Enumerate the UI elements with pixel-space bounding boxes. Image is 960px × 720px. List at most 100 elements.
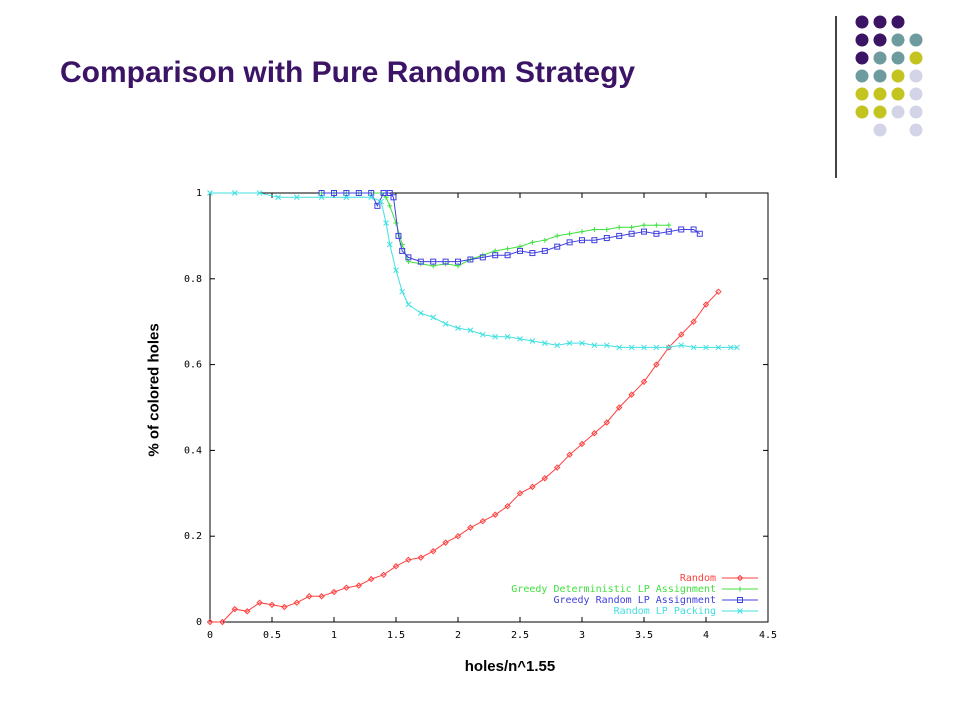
data-point [383, 220, 389, 226]
data-point [541, 247, 548, 254]
data-point [715, 344, 722, 351]
data-point [578, 440, 586, 448]
decor-dot [891, 69, 905, 83]
data-point [629, 224, 635, 230]
data-point [696, 230, 703, 237]
decor-dot [909, 87, 923, 101]
data-point [281, 603, 288, 611]
decor-dot [873, 33, 887, 47]
data-point [678, 226, 685, 233]
data-point [455, 325, 461, 331]
data-point [343, 194, 350, 201]
decor-dot [855, 87, 869, 101]
data-point [355, 190, 362, 196]
data-point [641, 222, 647, 228]
data-point [492, 333, 499, 340]
data-point [616, 224, 622, 230]
decor-dot [855, 51, 869, 65]
data-point [454, 532, 462, 540]
data-point [395, 232, 402, 239]
data-point [505, 246, 511, 252]
y-tick-label: 1 [196, 188, 202, 199]
data-point [243, 608, 251, 615]
data-point [703, 344, 709, 351]
data-point [628, 230, 635, 237]
decor-dot [873, 123, 887, 137]
data-point [207, 190, 213, 196]
data-point [677, 331, 685, 338]
data-point [355, 582, 363, 589]
plot-frame [209, 192, 769, 623]
x-tick-label: 2.5 [511, 630, 529, 641]
data-point [430, 314, 437, 321]
data-point [603, 342, 610, 349]
data-point [467, 327, 474, 334]
decorative-divider [835, 16, 837, 178]
data-point [442, 320, 449, 327]
data-point [417, 554, 425, 561]
data-point [591, 342, 598, 349]
decor-dot [909, 33, 923, 47]
data-point [616, 232, 623, 239]
data-point [529, 483, 536, 491]
data-point [666, 222, 672, 228]
data-point [479, 331, 486, 338]
decor-dot [891, 15, 905, 29]
x-tick-label: 1 [331, 630, 337, 641]
data-point [734, 344, 740, 351]
legend-label: Greedy Deterministic LP Assignment [511, 584, 716, 595]
series-3 [207, 190, 740, 351]
decor-dot [909, 105, 923, 119]
y-tick-label: 0.8 [184, 274, 202, 285]
data-point [442, 258, 449, 265]
decor-dot [909, 123, 923, 137]
y-tick-label: 0.4 [184, 445, 202, 456]
data-point [665, 228, 672, 235]
data-point [374, 202, 381, 209]
y-tick-label: 0.6 [184, 360, 202, 371]
x-tick-label: 3.5 [635, 630, 653, 641]
x-tick-label: 4 [703, 630, 709, 641]
data-point [380, 190, 387, 196]
series-1 [319, 190, 672, 269]
decor-dot [891, 105, 905, 119]
data-point [318, 190, 325, 196]
data-point [491, 511, 499, 518]
data-point [736, 574, 744, 582]
data-point [390, 194, 397, 201]
data-point [579, 340, 585, 347]
x-tick-label: 4.5 [759, 630, 777, 641]
data-point [579, 237, 585, 244]
data-point [393, 220, 399, 226]
data-point [567, 231, 573, 237]
data-point [368, 194, 375, 201]
decor-dot [891, 51, 905, 65]
x-tick-label: 0.5 [263, 630, 281, 641]
series-0 [206, 288, 722, 626]
decor-dot [855, 105, 869, 119]
data-point [591, 430, 598, 437]
decorative-dot-grid [855, 15, 923, 137]
data-point [603, 419, 611, 426]
data-point [467, 524, 474, 531]
slide-title: Comparison with Pure Random Strategy [60, 56, 636, 89]
data-point [399, 288, 406, 295]
data-point [678, 342, 685, 349]
data-point [566, 451, 573, 458]
data-point [405, 301, 412, 308]
y-tick-label: 0 [196, 617, 202, 628]
decor-dot [891, 87, 905, 101]
data-point [429, 548, 437, 555]
decor-dot [909, 69, 923, 83]
data-point [405, 254, 412, 261]
data-point [591, 226, 597, 232]
decor-dot [909, 51, 923, 65]
series-line [210, 291, 719, 623]
data-point [430, 258, 437, 265]
data-point [275, 194, 282, 201]
data-point [256, 190, 263, 196]
data-point [529, 239, 535, 245]
data-point [566, 340, 573, 347]
data-point [387, 203, 393, 209]
data-point [405, 556, 412, 564]
